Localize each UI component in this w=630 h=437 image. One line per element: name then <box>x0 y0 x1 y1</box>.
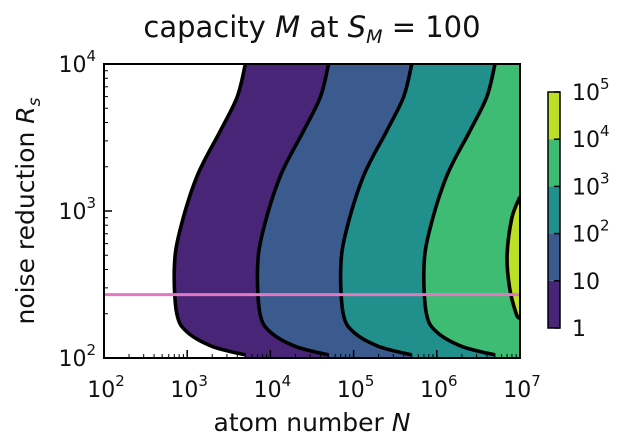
colorbar-label: 1 <box>572 317 586 342</box>
x-tick-label: 103 <box>170 372 208 403</box>
colorbar-band <box>548 186 560 233</box>
colorbar-label: 103 <box>572 169 610 200</box>
colorbar-band <box>548 92 560 139</box>
x-tick-label: 106 <box>420 372 458 403</box>
x-tick-label: 104 <box>254 372 292 403</box>
colorbar-label: 10 <box>572 270 600 295</box>
colorbar-band <box>548 139 560 186</box>
colorbar: 1 10 102 103 104 105 <box>548 75 610 342</box>
colorbar-band <box>548 234 560 281</box>
colorbar-label: 102 <box>572 217 610 248</box>
x-axis-label: atom number N <box>214 408 411 437</box>
y-tick-label: 102 <box>58 341 96 372</box>
y-axis-label: noise reduction Rs <box>11 97 45 324</box>
y-tick-label: 104 <box>58 47 96 78</box>
colorbar-band <box>548 281 560 328</box>
x-tick-label: 105 <box>337 372 375 403</box>
x-tick-label: 107 <box>503 372 541 403</box>
y-tick-label: 103 <box>58 194 96 225</box>
chart-title: capacity M at SM = 100 <box>143 10 480 48</box>
contour-fills <box>174 44 540 378</box>
colorbar-label: 104 <box>572 122 610 153</box>
x-tick-label: 102 <box>87 372 125 403</box>
colorbar-label: 105 <box>572 75 610 106</box>
